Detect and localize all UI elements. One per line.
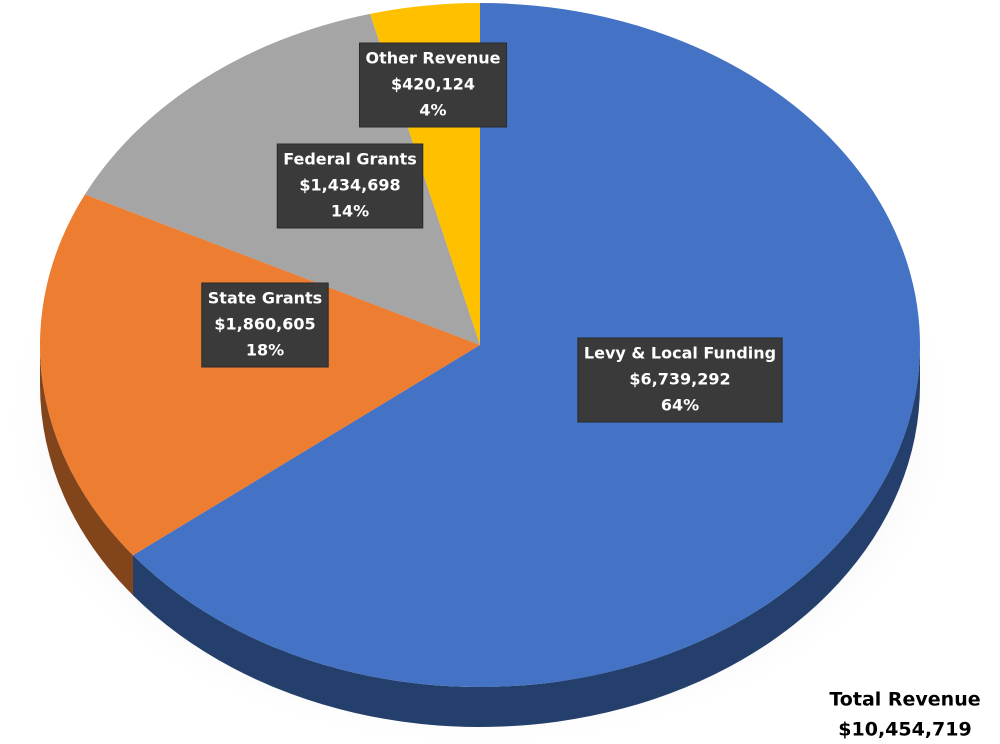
- slice-side: [40, 345, 133, 596]
- total-label: Total Revenue: [829, 689, 980, 711]
- percent-label: 4%: [419, 101, 446, 120]
- category-label: Levy & Local Funding: [584, 344, 776, 363]
- category-label: Other Revenue: [365, 49, 500, 68]
- percent-label: 18%: [246, 341, 284, 360]
- slice: [40, 194, 481, 556]
- label-box: [201, 282, 329, 368]
- slice-side: [132, 345, 920, 728]
- value-label: $1,434,698: [299, 176, 400, 195]
- label-box: [276, 143, 424, 229]
- category-label: State Grants: [208, 289, 322, 308]
- data-label: Other Revenue $420,124 4%: [358, 42, 508, 128]
- label-box: [577, 337, 783, 423]
- slice: [132, 3, 921, 688]
- pie-sides: [40, 345, 920, 728]
- data-label: Levy & Local Funding $6,739,292 64%: [577, 337, 783, 423]
- total-value: $10,454,719: [838, 719, 971, 741]
- value-label: $1,860,605: [214, 315, 315, 334]
- data-label: Federal Grants $1,434,698 14%: [276, 143, 424, 229]
- value-label: $6,739,292: [629, 370, 730, 389]
- percent-label: 64%: [661, 396, 699, 415]
- value-label: $420,124: [391, 75, 475, 94]
- label-box: [358, 42, 508, 128]
- data-labels: Levy & Local Funding $6,739,292 64% State G…: [201, 42, 783, 423]
- percent-label: 14%: [331, 202, 369, 221]
- data-label: State Grants $1,860,605 18%: [201, 282, 329, 368]
- category-label: Federal Grants: [283, 150, 417, 169]
